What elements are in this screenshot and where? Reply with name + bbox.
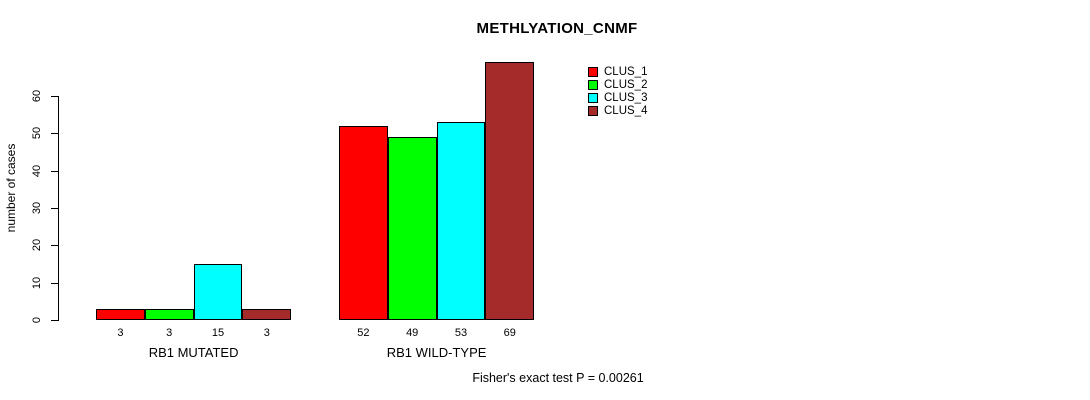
bar-clus_2-mutated <box>144 308 194 320</box>
y-axis-line <box>58 96 59 321</box>
legend-swatch-icon <box>588 105 598 116</box>
y-axis-tick <box>51 320 58 321</box>
y-tick-label: 20 <box>31 239 43 252</box>
legend-row-clus_1: CLUS_1 <box>588 65 647 78</box>
bar-value-label: 3 <box>166 327 173 339</box>
bar-value-label: 52 <box>357 327 370 339</box>
y-axis-tick <box>51 282 58 284</box>
legend: CLUS_1 CLUS_2 CLUS_3 CLUS_4 <box>588 65 647 117</box>
bar-clus_3-mutated <box>193 264 243 320</box>
legend-row-clus_2: CLUS_2 <box>588 78 647 91</box>
legend-row-clus_3: CLUS_3 <box>588 91 647 104</box>
y-tick-label: 30 <box>31 201 43 215</box>
bar-value-label: 69 <box>503 327 516 339</box>
bar-value-label: 53 <box>454 327 468 339</box>
chart-title: METHLYATION_CNMF <box>476 20 638 37</box>
y-axis-tick <box>51 96 58 97</box>
bar-value-label: 15 <box>211 327 225 339</box>
y-tick-label: 50 <box>31 127 43 140</box>
y-tick-label: 40 <box>31 164 43 177</box>
fisher-test-annotation: Fisher's exact test P = 0.00261 <box>472 371 644 385</box>
bar-clus_1-wildtype <box>339 125 388 320</box>
legend-label: CLUS_4 <box>604 104 648 117</box>
bar-value-label: 49 <box>406 327 419 339</box>
y-tick-label: 10 <box>31 276 43 289</box>
bar-clus_4-mutated <box>242 308 292 320</box>
legend-swatch-icon <box>588 79 598 90</box>
legend-swatch-icon <box>588 66 598 77</box>
bar-clus_2-wildtype <box>387 137 437 320</box>
bar-clus_3-wildtype <box>436 122 486 320</box>
y-axis-tick <box>51 170 58 172</box>
legend-label: CLUS_2 <box>604 78 648 91</box>
bar-clus_1-mutated <box>96 308 145 320</box>
y-tick-label: 0 <box>31 316 43 324</box>
bar-value-label: 3 <box>117 327 124 339</box>
y-axis-tick <box>51 208 58 209</box>
legend-swatch-icon <box>588 92 598 103</box>
x-category-label: RB1 WILD-TYPE <box>386 345 487 360</box>
bar-clus_4-wildtype <box>485 62 535 320</box>
legend-label: CLUS_3 <box>604 91 648 104</box>
y-tick-label: 60 <box>31 89 43 103</box>
bar-value-label: 3 <box>263 327 270 339</box>
y-axis-tick <box>51 133 58 135</box>
legend-row-clus_4: CLUS_4 <box>588 104 647 117</box>
x-category-label: RB1 MUTATED <box>148 345 239 360</box>
y-axis-tick <box>51 245 58 247</box>
legend-label: CLUS_1 <box>604 65 648 78</box>
y-axis-label: number of cases <box>4 143 18 233</box>
